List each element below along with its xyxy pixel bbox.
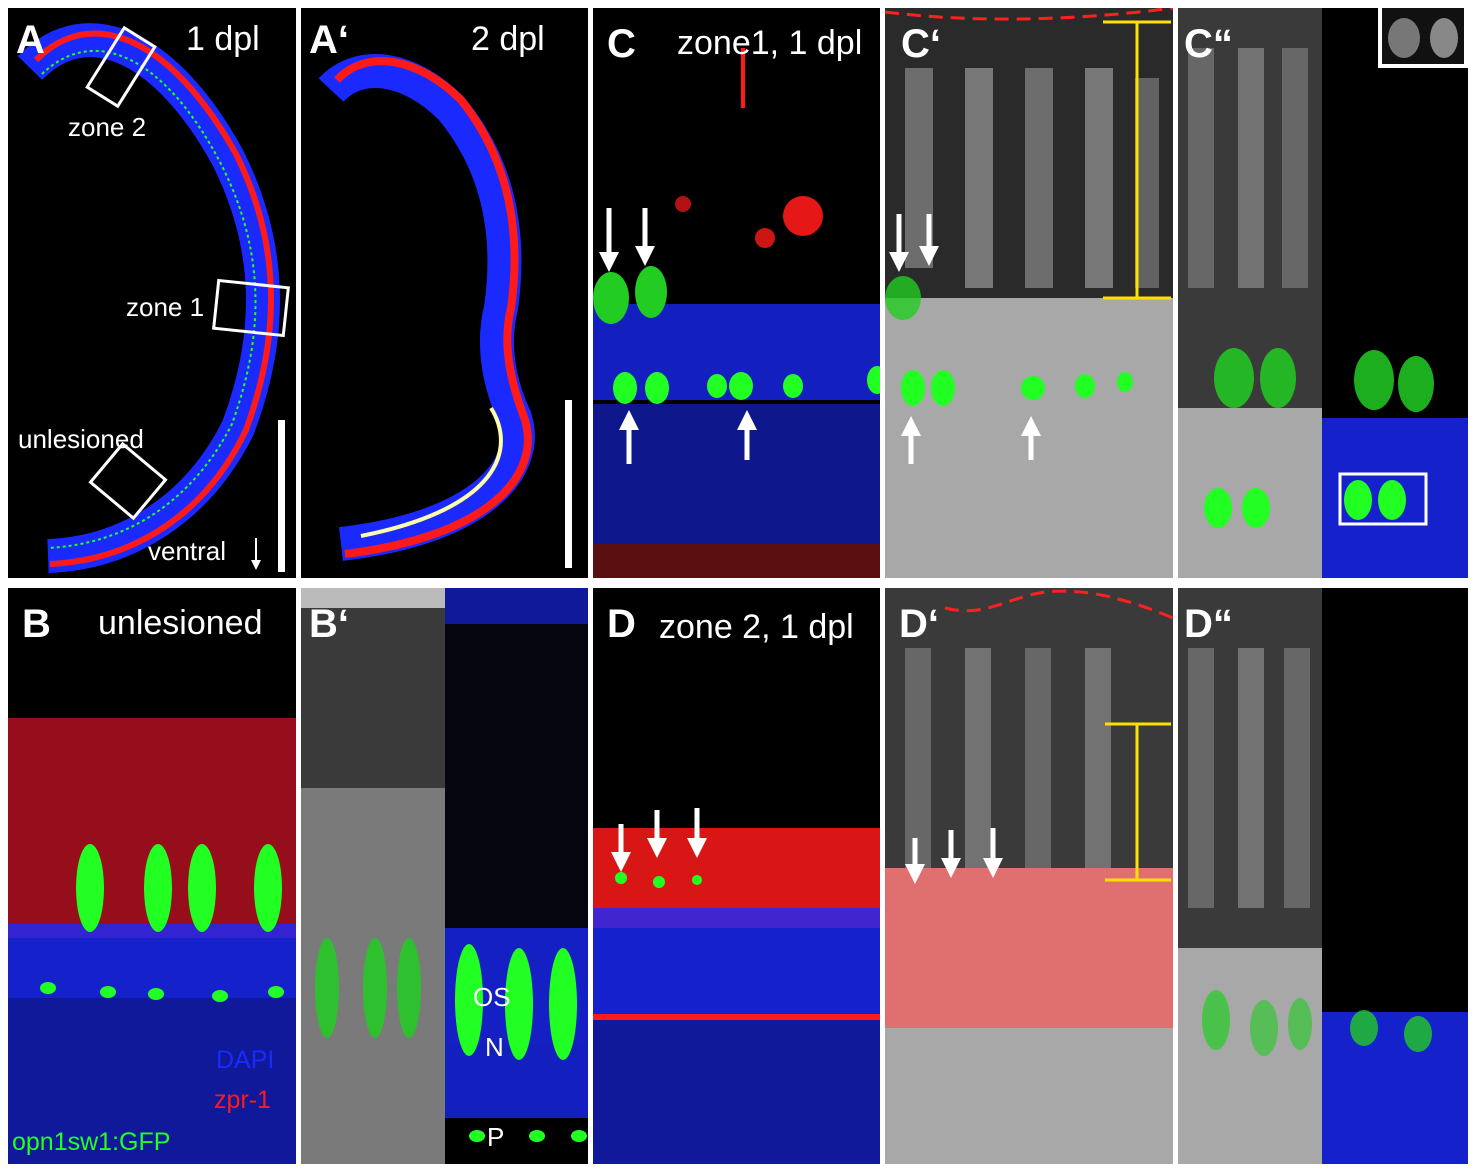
stage-label: 1 dpl [186, 20, 260, 58]
panel-c-double-prime-image [1178, 8, 1468, 578]
scale-bracket [1103, 20, 1171, 300]
legend-dapi: DAPI [216, 1046, 275, 1074]
panel-d-double-prime-image [1178, 588, 1468, 1164]
zone2-box [85, 25, 157, 109]
n-label: N [485, 1032, 504, 1062]
panel-a-prime: A‘ 2 dpl [301, 8, 588, 578]
stage-label: 2 dpl [471, 20, 545, 58]
panel-d-double-prime: D“ [1178, 588, 1468, 1164]
panel-c-prime: C‘ [885, 8, 1173, 578]
panel-letter: B [22, 602, 51, 646]
panel-letter: C‘ [901, 22, 941, 66]
panel-d-prime: D‘ [885, 588, 1173, 1164]
lesion-outline [944, 589, 1173, 620]
panel-c-double-prime: C“ [1178, 8, 1468, 578]
panel-letter: C“ [1184, 22, 1233, 66]
panel-letter: B‘ [309, 602, 349, 646]
stage-label: zone1, 1 dpl [677, 24, 863, 62]
panel-c: C zone1, 1 dpl [593, 8, 880, 578]
ventral-label: ventral [148, 536, 227, 566]
os-label: OS [473, 982, 511, 1012]
panel-a: A 1 dpl zone 2 zone 1 unlesioned ventral [8, 8, 296, 578]
down-arrow-icon [611, 808, 707, 872]
zone1-box [212, 278, 290, 338]
panel-letter: D [607, 602, 636, 646]
panel-d: D zone 2, 1 dpl [593, 588, 880, 1164]
panel-letter: A [16, 18, 45, 62]
lesion-outline [885, 8, 1173, 21]
panel-letter: A‘ [309, 18, 349, 62]
ventral-arrow-icon [251, 538, 261, 570]
p-label: P [487, 1122, 505, 1152]
zone1-label: zone 1 [126, 292, 205, 322]
scale-bar [565, 400, 572, 568]
down-arrow-icon [889, 214, 939, 272]
panel-d-prime-dic-image [885, 588, 1173, 1164]
unlesioned-box [88, 441, 168, 521]
stage-label: unlesioned [98, 604, 263, 642]
down-arrow-icon [905, 828, 1003, 884]
legend-zpr1: zpr-1 [214, 1086, 271, 1114]
inset-image [1378, 8, 1468, 68]
panel-a-prime-retina-overview [318, 54, 535, 561]
panel-letter: C [607, 22, 636, 66]
stage-label: zone 2, 1 dpl [659, 608, 854, 646]
scale-bar [278, 420, 285, 572]
panel-b: B unlesioned DAPI zpr-1 opn1sw1:GFP [8, 588, 296, 1164]
inset-source-box [1338, 472, 1428, 526]
panel-a-retina-overview [17, 23, 290, 573]
down-arrow-icon [599, 208, 655, 272]
panel-b-unlesioned-image [8, 718, 296, 1164]
panel-c-zone1-image [593, 48, 880, 578]
panel-letter: D‘ [899, 602, 939, 646]
unlesioned-label: unlesioned [18, 424, 144, 454]
panel-d-zone2-image [593, 808, 880, 1164]
panel-c-prime-dic-image [885, 8, 1173, 578]
panel-b-prime-image [301, 588, 588, 1164]
panel-b-prime: B‘ OS N P [301, 588, 588, 1164]
panel-letter: D“ [1184, 602, 1233, 646]
up-arrow-icon [901, 416, 1041, 464]
zone2-label: zone 2 [68, 112, 147, 142]
scale-bracket [1105, 722, 1171, 882]
legend-gfp: opn1sw1:GFP [12, 1128, 171, 1156]
up-arrow-icon [619, 410, 757, 464]
